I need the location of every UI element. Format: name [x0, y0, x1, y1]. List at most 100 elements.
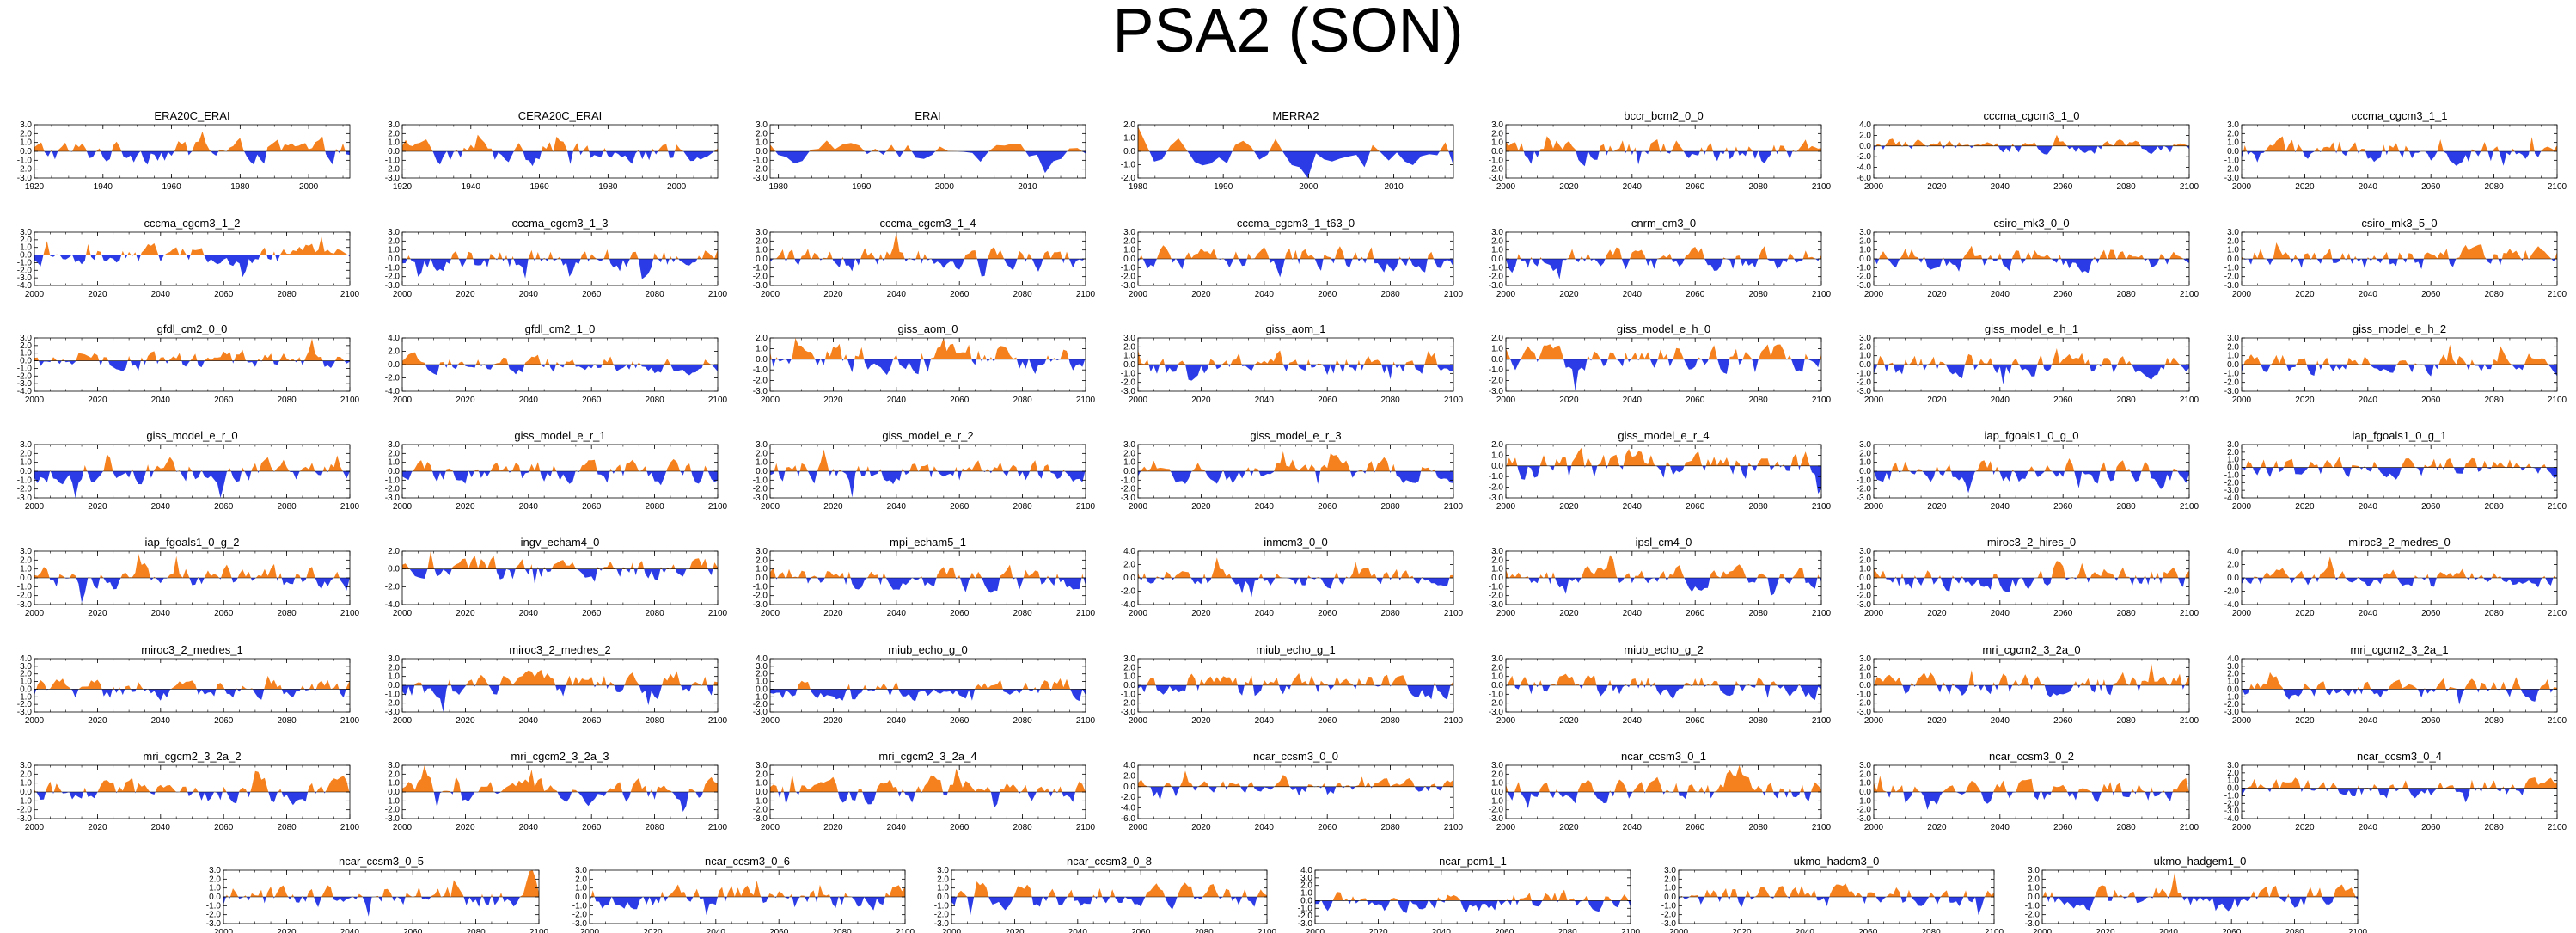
- x-tick-label: 2060: [1858, 928, 1878, 933]
- panel-iap_fgoals1_0_g_2: iap_fgoals1_0_g_2 3.02.01.00.0-1.0-2.0-3.…: [17, 536, 360, 618]
- y-tick-label: -3.0: [572, 919, 588, 929]
- y-tick-label: 3.0: [1491, 547, 1503, 556]
- panel-title: giss_model_e_r_3: [1250, 429, 1341, 442]
- y-tick-label: 0.0: [1491, 147, 1503, 157]
- x-tick-label: 2080: [277, 609, 297, 618]
- y-tick-label: 0.0: [2227, 574, 2239, 583]
- x-tick-label: 2080: [1380, 502, 1400, 512]
- y-tick-label: 1.0: [1491, 451, 1503, 460]
- positive-area: [2242, 457, 2557, 468]
- x-tick-label: 2100: [2548, 502, 2567, 512]
- y-tick-label: -1.0: [1121, 690, 1136, 699]
- y-tick-label: -2.0: [1489, 165, 1504, 175]
- y-tick-label: 0.0: [20, 788, 32, 797]
- y-tick-label: 2.0: [20, 770, 32, 779]
- y-tick-label: 2.0: [20, 670, 32, 679]
- negative-area: [1874, 365, 2189, 384]
- x-tick-label: 2060: [2421, 182, 2441, 192]
- x-tick-label: 2020: [823, 396, 843, 405]
- negative-area: [770, 359, 1086, 376]
- y-tick-label: 3.0: [575, 866, 587, 875]
- panel-title: giss_aom_0: [897, 322, 958, 335]
- positive-area: [797, 678, 1071, 690]
- positive-area: [770, 768, 1086, 792]
- y-tick-label: 0.0: [756, 788, 768, 797]
- y-tick-label: 3.0: [756, 120, 768, 130]
- y-tick-label: 0.0: [756, 355, 768, 365]
- positive-area: [1506, 344, 1821, 359]
- y-tick-label: 1.0: [1859, 246, 1871, 255]
- x-tick-label: 2040: [887, 823, 907, 832]
- y-tick-label: 1.0: [1123, 246, 1135, 255]
- positive-area: [770, 232, 1086, 259]
- x-tick-label: 2080: [2484, 290, 2504, 299]
- x-tick-label: 2060: [1318, 823, 1337, 832]
- x-tick-label: 2040: [519, 502, 539, 512]
- y-tick-label: -2.0: [2224, 165, 2240, 175]
- y-tick-label: -2.0: [1121, 174, 1136, 183]
- x-tick-label: 2000: [1864, 290, 1884, 299]
- y-tick-label: 1.0: [2227, 678, 2239, 687]
- y-tick-label: 0.0: [20, 251, 32, 261]
- y-tick-label: 0.0: [2227, 463, 2239, 473]
- y-tick-label: 1.0: [2227, 138, 2239, 148]
- x-tick-label: 2040: [2359, 396, 2378, 405]
- x-tick-label: 1980: [1129, 182, 1148, 192]
- y-tick-label: -3.0: [206, 919, 222, 929]
- y-tick-label: 1.0: [1859, 565, 1871, 574]
- panel-iap_fgoals1_0_g_0: iap_fgoals1_0_g_0 3.02.01.00.0-1.0-2.0-3.…: [1857, 429, 2200, 512]
- y-tick-label: 1.0: [1664, 884, 1676, 893]
- panel-title: ipsl_cm4_0: [1636, 536, 1692, 549]
- x-tick-label: 2000: [393, 823, 413, 832]
- y-tick-label: -2.0: [1857, 699, 1872, 709]
- x-tick-label: 2040: [1796, 928, 1815, 933]
- x-tick-label: 2060: [2053, 502, 2073, 512]
- y-tick-label: -3.0: [17, 273, 33, 283]
- x-tick-label: 2080: [277, 290, 297, 299]
- positive-area: [402, 670, 718, 685]
- y-tick-label: -3.0: [1121, 494, 1136, 503]
- y-tick-label: 0.0: [388, 467, 400, 476]
- x-tick-label: 2000: [1496, 182, 1516, 192]
- y-tick-label: -3.0: [1489, 814, 1504, 824]
- y-tick-label: 2.0: [2227, 129, 2239, 138]
- x-tick-label: 2100: [2548, 609, 2567, 618]
- x-tick-label: 2040: [151, 396, 171, 405]
- panel-title: cccma_cgcm3_1_1: [2352, 109, 2448, 122]
- y-tick-label: 4.0: [1123, 761, 1135, 770]
- y-tick-label: 3.0: [20, 761, 32, 770]
- panel-title: ukmo_hadgem1_0: [2154, 855, 2247, 868]
- y-tick-label: -2.0: [385, 582, 401, 592]
- y-tick-label: -1.0: [1489, 263, 1504, 273]
- x-tick-label: 2040: [151, 716, 171, 726]
- y-tick-label: -4.0: [1857, 163, 1872, 173]
- y-tick-label: 4.0: [1123, 547, 1135, 556]
- x-tick-label: 2020: [1927, 396, 1947, 405]
- panel-title: bccr_bcm2_0_0: [1624, 109, 1704, 122]
- panel-title: ncar_ccsm3_0_2: [1989, 750, 2074, 763]
- y-tick-label: 1.0: [756, 246, 768, 255]
- y-tick-label: -2.0: [1857, 152, 1872, 162]
- negative-area: [1138, 786, 1453, 801]
- x-tick-label: 2080: [1013, 290, 1032, 299]
- y-tick-label: -3.0: [385, 494, 401, 503]
- panel-giss_model_e_h_0: giss_model_e_h_0 2.01.0 0.0-1.0 -2.0-3.0200…: [1489, 322, 1832, 405]
- x-tick-label: 2020: [88, 609, 107, 618]
- panel-mri_cgcm2_3_2a_3: mri_cgcm2_3_2a_3 3.02.01.00.0-1.0-2.0-3.0…: [385, 750, 728, 832]
- x-tick-label: 2040: [519, 396, 539, 405]
- x-tick-label: 2020: [2096, 928, 2115, 933]
- positive-area: [34, 338, 350, 361]
- x-tick-label: 2080: [2116, 716, 2136, 726]
- panel-title: ncar_ccsm3_0_5: [339, 855, 424, 868]
- positive-area: [1874, 245, 2189, 259]
- panel-frame: [1505, 337, 1822, 392]
- x-tick-label: 2040: [887, 716, 907, 726]
- y-tick-label: 2.0: [937, 875, 949, 884]
- y-tick-label: 0.0: [20, 574, 32, 583]
- x-tick-label: 2060: [1686, 823, 1705, 832]
- x-tick-label: 2060: [1686, 716, 1705, 726]
- panel-title: ncar_ccsm3_0_0: [1253, 750, 1338, 763]
